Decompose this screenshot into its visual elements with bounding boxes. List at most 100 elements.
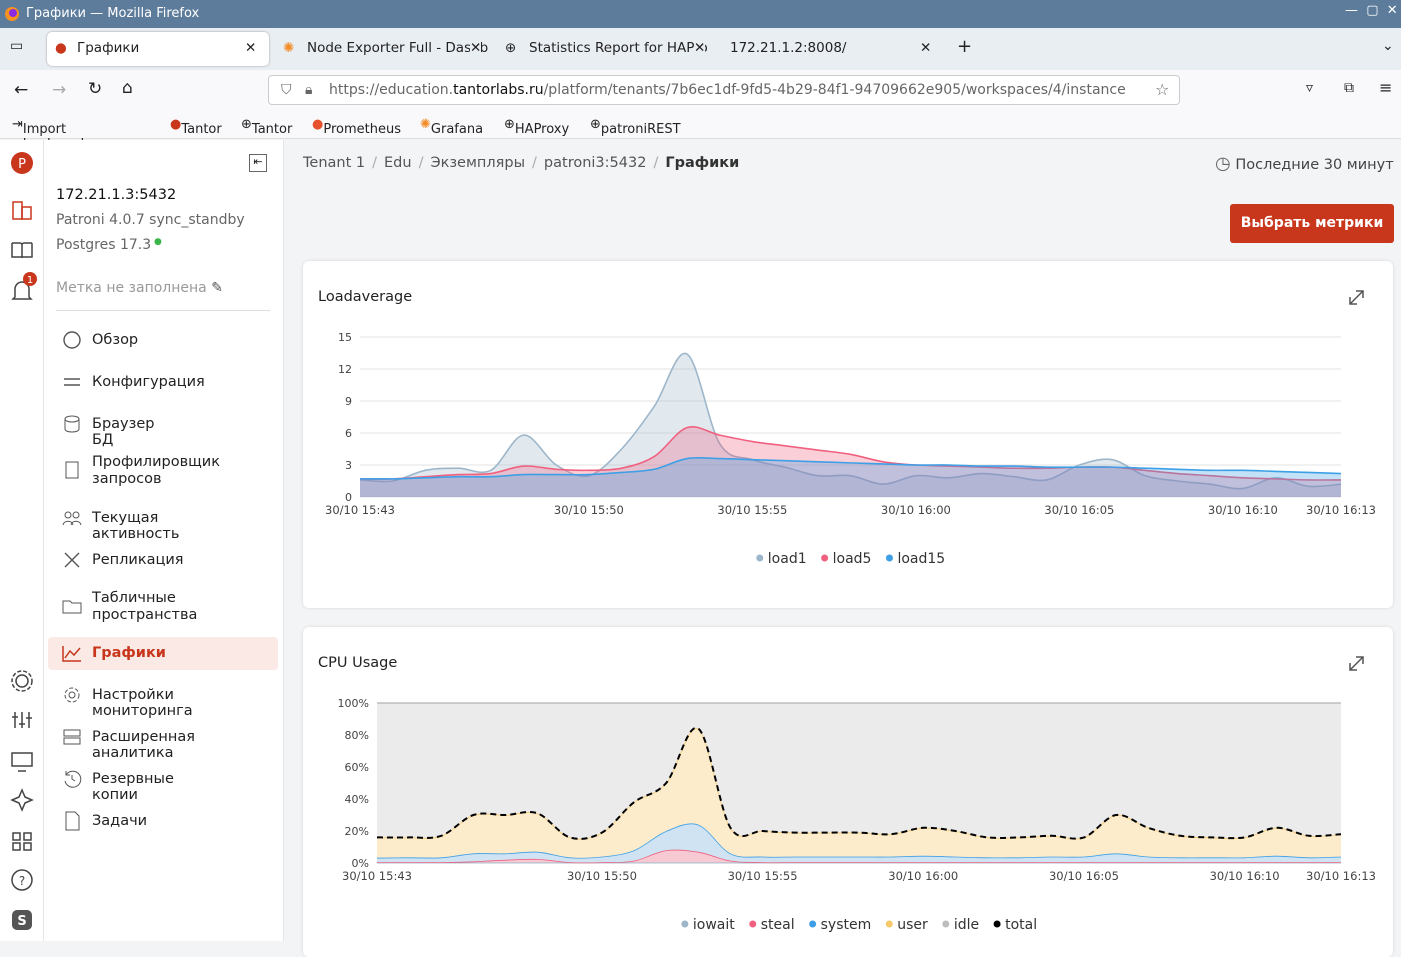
user-avatar[interactable]: S <box>17 914 26 929</box>
url-path: /platform/tenants/7b6ec1df-9fd5-4b29-84f… <box>544 82 1126 98</box>
time-range[interactable]: ◷ Последние 30 минут <box>1215 153 1394 174</box>
url-prefix: https://education. <box>329 82 453 98</box>
menu-icon <box>62 372 82 392</box>
y-tick-label: 100% <box>338 697 369 710</box>
tab-icon: ⊕ <box>505 40 516 56</box>
legend-label[interactable]: user <box>897 917 928 933</box>
tab[interactable]: Statistics Report for HAPro⊕✕ <box>499 32 711 66</box>
bookmark-label: HAProxy <box>515 122 569 137</box>
legend-label[interactable]: iowait <box>693 917 735 933</box>
menu-label: Табличные пространства <box>92 590 222 624</box>
x-tick-label: 30/10 15:43 <box>325 503 395 517</box>
menu-label: Задачи <box>92 813 147 829</box>
patroni-info: Patroni 4.0.7 sync_standby <box>56 212 245 228</box>
bookmark[interactable]: ● Tantor <box>170 117 181 132</box>
select-metrics-button[interactable]: Выбрать метрики <box>1230 204 1394 243</box>
menu-button[interactable]: ≡ <box>1379 78 1392 97</box>
title-bar: Графики — Mozilla Firefox — ▢ ✕ <box>0 0 1401 28</box>
tab[interactable]: Node Exporter Full - Dashb✺✕ <box>277 32 489 66</box>
x-tick-label: 30/10 16:10 <box>1210 869 1280 883</box>
menu-icon <box>62 643 82 663</box>
y-tick-label: 9 <box>345 395 352 408</box>
tab-bar: ▭ Графики●✕ Node Exporter Full - Dashb✺✕… <box>0 28 1401 70</box>
time-range-label: Последние 30 минут <box>1235 157 1393 173</box>
breadcrumb[interactable]: Экземпляры <box>430 155 525 171</box>
x-tick-label: 30/10 15:50 <box>554 503 624 517</box>
tab-title: Node Exporter Full - Dashb <box>307 40 488 56</box>
bookmark[interactable]: ⊕ Tantor <box>241 117 252 132</box>
legend: load1 load5 load15 <box>756 551 945 567</box>
extensions-icon[interactable]: ⧉ <box>1344 80 1354 96</box>
chart: Loadaverage0369121530/10 15:4330/10 15:5… <box>303 261 1393 608</box>
menu-label: Репликация <box>92 552 184 568</box>
legend-marker <box>756 555 763 562</box>
home-button[interactable]: ⌂ <box>122 78 133 98</box>
chart-card: Loadaverage0369121530/10 15:4330/10 15:5… <box>303 261 1393 608</box>
tab-menu[interactable]: ⌄ <box>1382 38 1394 54</box>
tab-list-button[interactable]: ▭ <box>10 38 23 54</box>
forward-button[interactable]: → <box>52 80 66 100</box>
menu-label: Графики <box>92 645 166 661</box>
url-bar[interactable]: https://education.tantorlabs.ru/platform… <box>268 75 1180 105</box>
tab-close[interactable]: ✕ <box>470 40 481 56</box>
tab-close[interactable]: ✕ <box>920 40 931 56</box>
breadcrumb-current: Графики <box>665 155 739 171</box>
legend-label[interactable]: total <box>1005 917 1037 933</box>
notification-badge: 1 <box>27 275 33 286</box>
tab[interactable]: 172.21.1.2:8008/✕ <box>700 32 940 66</box>
postgres-version: Postgres 17.3 <box>56 237 151 253</box>
y-tick-label: 15 <box>338 331 352 344</box>
x-tick-label: 30/10 16:00 <box>881 503 951 517</box>
menu-label: Профилировщик запросов <box>92 454 222 488</box>
menu-label: Обзор <box>92 332 138 348</box>
breadcrumb[interactable]: Tenant 1 <box>303 155 365 171</box>
breadcrumbs: Tenant 1/Edu/Экземпляры/patroni3:5432/Гр… <box>303 155 739 171</box>
expand-icon[interactable] <box>1350 657 1363 670</box>
menu-label: Расширенная аналитика <box>92 729 195 761</box>
divider <box>56 310 270 311</box>
bookmark[interactable]: ⊕ HAProxy <box>504 117 515 132</box>
legend-label[interactable]: system <box>821 917 872 933</box>
menu-label: Резервные копии <box>92 771 174 803</box>
breadcrumb[interactable]: Edu <box>384 155 412 171</box>
url-domain: tantorlabs.ru <box>453 82 543 98</box>
menu-label: Текущая активность <box>92 510 179 542</box>
bookmark-label: Prometheus <box>323 122 401 137</box>
svg-text:P: P <box>18 157 26 172</box>
legend-label[interactable]: idle <box>954 917 979 933</box>
y-tick-label: 40% <box>345 793 369 806</box>
chart: CPU Usage0%20%40%60%80%100%30/10 15:4330… <box>303 627 1393 941</box>
chart-title: CPU Usage <box>318 655 397 671</box>
pocket-icon[interactable]: ▿ <box>1306 80 1313 96</box>
new-tab[interactable]: + <box>957 36 972 57</box>
bookmark[interactable]: ✺ Grafana <box>420 117 431 132</box>
menu-icon <box>62 508 82 528</box>
tab[interactable]: Графики●✕ <box>47 32 269 66</box>
bookmark-star[interactable]: ☆ <box>1155 80 1169 99</box>
expand-icon[interactable] <box>1350 291 1363 304</box>
svg-text:?: ? <box>19 874 25 888</box>
window-controls[interactable]: — ▢ ✕ <box>1345 3 1398 18</box>
bookmark[interactable]: ⊕ patroniREST <box>590 117 601 132</box>
x-tick-label: 30/10 16:13 <box>1306 869 1376 883</box>
y-tick-label: 6 <box>345 427 352 440</box>
menu-icon <box>62 811 82 831</box>
x-tick-label: 30/10 15:43 <box>342 869 412 883</box>
label-field[interactable]: Метка не заполнена ✎ <box>56 280 223 296</box>
legend-marker <box>809 921 816 928</box>
legend-label[interactable]: load15 <box>897 551 945 567</box>
legend-label[interactable]: load1 <box>768 551 807 567</box>
menu-icon <box>62 460 82 480</box>
collapse-button[interactable]: ⇤ <box>249 154 267 172</box>
legend-label[interactable]: load5 <box>833 551 872 567</box>
reload-button[interactable]: ↻ <box>88 79 102 99</box>
back-button[interactable]: ← <box>14 80 28 100</box>
legend-label[interactable]: steal <box>761 917 795 933</box>
bookmark[interactable]: ⇥ Import bookmarks... <box>12 117 23 132</box>
bookmark[interactable]: ● Prometheus <box>312 117 323 132</box>
menu-icon <box>62 414 82 434</box>
menu-icon <box>62 330 82 350</box>
tab-close[interactable]: ✕ <box>245 40 256 56</box>
rail-icons: P 1 ? S <box>0 140 44 941</box>
breadcrumb[interactable]: patroni3:5432 <box>544 155 647 171</box>
